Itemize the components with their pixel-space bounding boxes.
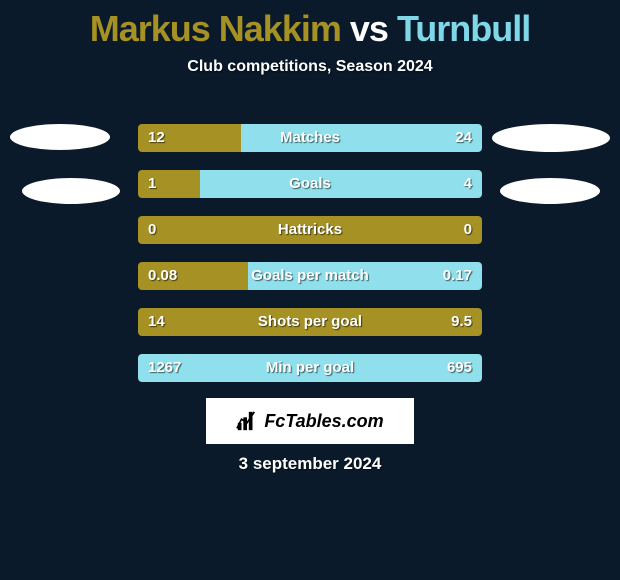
player-badge-oval: [22, 178, 120, 204]
stat-label: Goals per match: [138, 262, 482, 290]
stat-label: Matches: [138, 124, 482, 152]
stat-label: Goals: [138, 170, 482, 198]
vs-label: vs: [350, 8, 388, 49]
subtitle: Club competitions, Season 2024: [0, 58, 620, 76]
stat-row: 0.080.17Goals per match: [138, 262, 482, 290]
fctables-logo: FcTables.com: [206, 398, 414, 444]
player-badge-oval: [10, 124, 110, 150]
player-badge-oval: [500, 178, 600, 204]
stat-row: 149.5Shots per goal: [138, 308, 482, 336]
stat-label: Min per goal: [138, 354, 482, 382]
player-badge-oval: [492, 124, 610, 152]
date-label: 3 september 2024: [0, 454, 620, 474]
logo-text: FcTables.com: [264, 411, 383, 432]
stat-label: Shots per goal: [138, 308, 482, 336]
player2-name: Turnbull: [397, 8, 530, 49]
player1-name: Markus Nakkim: [90, 8, 341, 49]
stat-row: 1267695Min per goal: [138, 354, 482, 382]
stat-row: 1224Matches: [138, 124, 482, 152]
stat-row: 14Goals: [138, 170, 482, 198]
stat-row: 00Hattricks: [138, 216, 482, 244]
bar-chart-icon: [236, 410, 258, 432]
stat-label: Hattricks: [138, 216, 482, 244]
stats-bars: 1224Matches 14Goals 00Hattricks 0.080.17Goa…: [138, 124, 482, 400]
comparison-title: Markus Nakkim vs Turnbull: [0, 0, 620, 50]
